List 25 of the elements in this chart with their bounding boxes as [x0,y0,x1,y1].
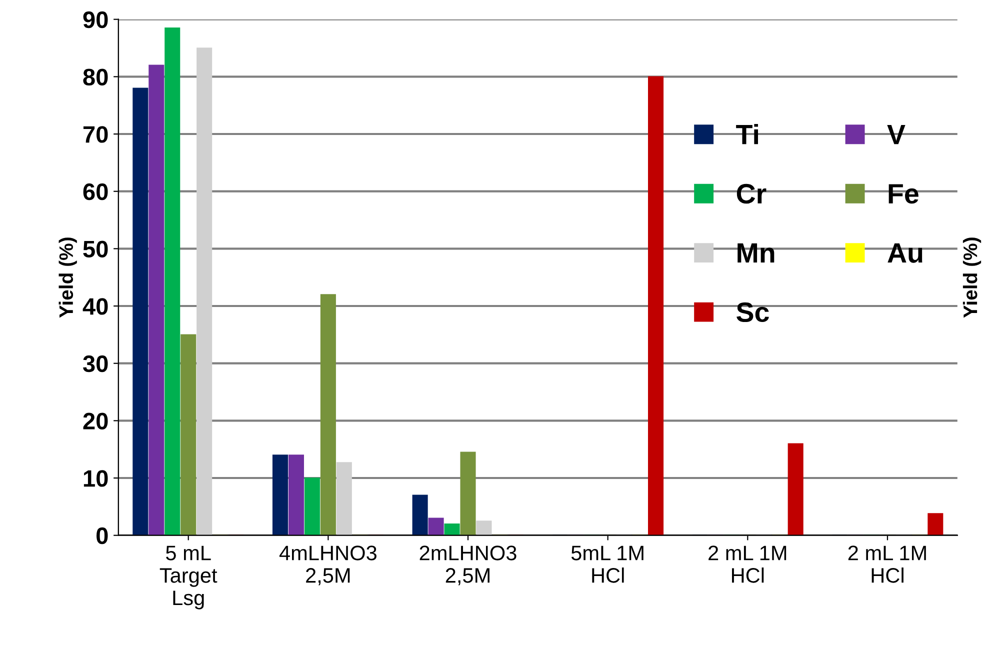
x-tick-label: 5mL 1M HCl [571,546,644,583]
y-tick-label: 70 [83,126,108,143]
y-tick-label: 40 [82,298,108,315]
y-tick-label: 60 [83,183,108,200]
x-tick-label: 5 mL Target Lsg [160,546,218,610]
legend-label: Sc [736,302,769,322]
y-axis-title: Yield (%) [58,238,77,318]
legend-label: Ti [736,124,758,144]
y-tick-label: 50 [83,240,108,258]
legend-label: Mn [738,243,774,263]
legend-label: Fe [888,184,918,204]
x-tick-label: 2 mL 1M HCl [848,546,926,583]
legend-label: Cr [736,184,766,204]
x-tick-label: 2mLHNO3 2,5M [420,546,516,586]
y-tick-label: 80 [83,68,108,86]
x-tick-label: 2 mL 1M HCl [708,546,786,583]
y-tick-label: 0 [96,527,108,544]
y-tick-label: 20 [83,412,108,430]
x-tick-label: 4mLHNO3 2,5M [279,546,376,586]
y-tick-label: 90 [83,11,108,28]
legend-label: Au [888,243,922,263]
y-tick-label: 30 [83,355,108,372]
y2-axis-title: Yield (%) [962,238,982,318]
legend-label: V [887,124,906,144]
y-tick-label: 10 [84,470,108,487]
